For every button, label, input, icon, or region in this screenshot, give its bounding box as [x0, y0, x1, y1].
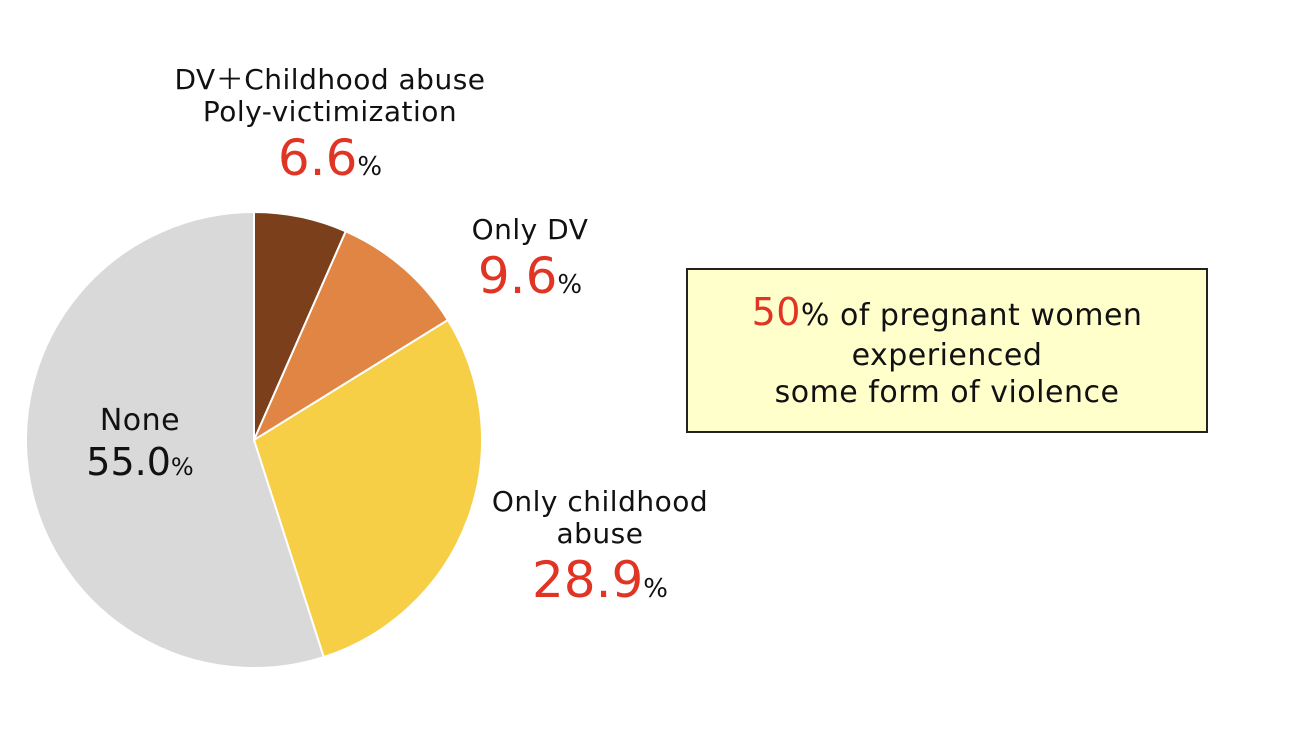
callout-line-3: some form of violence	[774, 375, 1120, 411]
slice-category: Only DV	[471, 213, 589, 246]
slice-percent: 6.6%	[277, 129, 383, 188]
summary-callout-box: 50% of pregnant women experienced some f…	[686, 268, 1208, 433]
slice-label-only-childhood-abuse: Only childhood abuse 28.9%	[480, 485, 720, 610]
slice-label-only-dv: Only DV 9.6%	[440, 213, 620, 306]
slice-category: DV＋Childhood abuse Poly-victimization	[174, 63, 486, 129]
pie-slice-3	[25, 210, 325, 669]
pie-slice-1	[251, 229, 450, 443]
slice-percent: 55.0%	[86, 439, 194, 484]
callout-line-1: 50% of pregnant women	[751, 290, 1143, 335]
slice-category: Only childhood abuse	[491, 485, 709, 551]
slice-label-none: None 55.0%	[60, 403, 220, 484]
slice-percent: 28.9%	[531, 551, 669, 610]
pie-chart	[25, 210, 483, 669]
callout-line-2: experienced	[851, 337, 1043, 373]
pie-slice-2	[252, 318, 483, 659]
slice-category: None	[99, 403, 181, 438]
slice-label-poly-victimization: DV＋Childhood abuse Poly-victimization 6.…	[150, 63, 510, 188]
slice-percent: 9.6%	[477, 247, 583, 306]
